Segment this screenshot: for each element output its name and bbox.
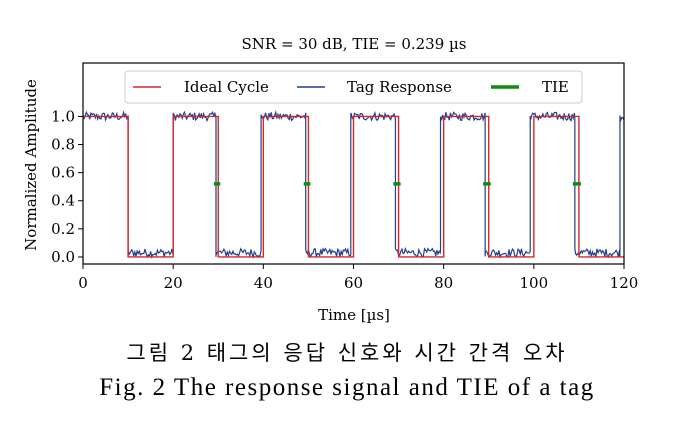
y-tick-label: 0.0 (51, 248, 75, 266)
x-tick-label: 40 (254, 274, 273, 292)
legend-label-tie: TIE (542, 78, 569, 96)
y-tick-label: 0.8 (51, 136, 75, 154)
x-tick-label: 80 (434, 274, 453, 292)
legend-box (124, 70, 583, 104)
legend-label-ideal-cycle: Ideal Cycle (184, 78, 269, 96)
y-axis-label: Normalized Amplitude (22, 79, 40, 251)
x-tick-label: 100 (520, 274, 549, 292)
x-axis: 0 20 40 60 80 100 120 (78, 264, 638, 292)
y-axis: 0.0 0.2 0.4 0.6 0.8 1.0 (51, 107, 83, 266)
chart-title: SNR = 30 dB, TIE = 0.239 µs (242, 35, 467, 53)
y-tick-label: 0.6 (51, 164, 75, 182)
y-tick-label: 0.2 (51, 220, 75, 238)
x-tick-label: 20 (164, 274, 183, 292)
legend-label-tag-response: Tag Response (347, 78, 452, 96)
x-tick-label: 0 (78, 274, 88, 292)
x-tick-label: 60 (344, 274, 363, 292)
y-tick-label: 0.4 (51, 192, 75, 210)
y-tick-label: 1.0 (51, 107, 75, 125)
legend: Ideal Cycle Tag Response TIE (124, 70, 583, 104)
x-tick-label: 120 (610, 274, 639, 292)
series-ideal-cycle (83, 115, 624, 258)
figure-caption-english: Fig. 2 The response signal and TIE of a … (99, 374, 595, 401)
x-axis-label: Time [µs] (318, 306, 390, 324)
figure-caption-korean: 그림 2 태그의 응답 신호와 시간 간격 오차 (126, 341, 568, 365)
series-layer (82, 110, 625, 259)
